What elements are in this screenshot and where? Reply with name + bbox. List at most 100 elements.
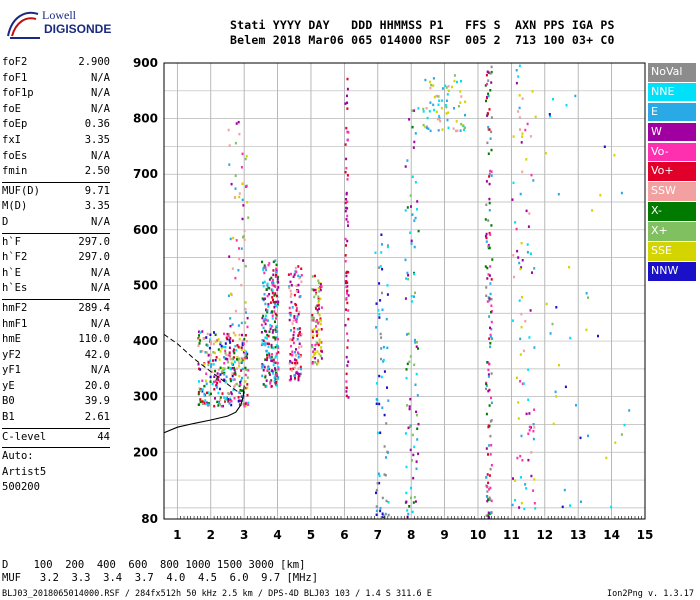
echo-point xyxy=(518,116,521,119)
echo-point xyxy=(411,213,414,216)
echo-point xyxy=(235,348,238,352)
echo-point xyxy=(275,314,278,317)
echo-point xyxy=(384,512,387,516)
param-row: h`F2 297.0 xyxy=(2,251,110,267)
echo-point xyxy=(484,265,487,268)
echo-point xyxy=(416,438,419,441)
echo-point xyxy=(270,325,273,328)
echo-point xyxy=(346,270,349,274)
echo-point xyxy=(459,129,462,132)
echo-point xyxy=(489,335,492,338)
param-value: 297.0 xyxy=(78,235,110,248)
echo-point xyxy=(266,282,269,285)
echo-point xyxy=(198,337,201,341)
echo-point xyxy=(312,316,315,320)
echo-point xyxy=(290,369,293,372)
echo-point xyxy=(345,191,348,195)
echo-point xyxy=(516,456,519,460)
echo-point xyxy=(346,77,349,81)
param-row: D N/A xyxy=(2,216,110,232)
echo-point xyxy=(375,488,378,492)
echo-point xyxy=(552,422,555,426)
echo-point xyxy=(486,96,488,100)
echo-point xyxy=(294,361,296,365)
echo-point xyxy=(244,264,247,268)
echo-point xyxy=(519,192,522,196)
echo-point xyxy=(485,73,488,77)
echo-point xyxy=(208,403,211,406)
echo-point xyxy=(233,384,236,387)
param-value: N/A xyxy=(91,71,110,84)
echo-point xyxy=(511,503,514,507)
echo-point xyxy=(232,236,235,240)
echo-point xyxy=(488,128,491,131)
echo-point xyxy=(272,300,275,304)
echo-point xyxy=(243,229,246,232)
echo-point xyxy=(238,365,241,368)
echo-point xyxy=(205,382,208,385)
echo-point xyxy=(245,355,248,358)
echo-point xyxy=(453,107,455,110)
echo-point xyxy=(238,357,241,360)
echo-point xyxy=(410,300,413,303)
echo-point xyxy=(293,273,296,276)
echo-point xyxy=(276,365,279,369)
echo-point xyxy=(407,512,410,516)
echo-point xyxy=(347,396,350,399)
echo-point xyxy=(210,363,213,366)
echo-point xyxy=(272,358,275,362)
echo-point xyxy=(209,353,212,357)
echo-point xyxy=(271,317,274,320)
echo-point xyxy=(221,370,224,373)
echo-point xyxy=(291,338,294,342)
echo-point xyxy=(261,342,264,345)
echo-point xyxy=(409,194,412,197)
echo-point xyxy=(527,398,530,401)
param-name: foE xyxy=(2,102,21,115)
echo-point xyxy=(297,289,300,292)
plot-grid xyxy=(164,62,646,519)
echo-point xyxy=(234,276,237,280)
echo-point xyxy=(489,342,492,345)
echo-point xyxy=(234,344,237,348)
echo-point xyxy=(381,496,384,500)
echo-point xyxy=(228,339,231,342)
echo-point xyxy=(415,460,418,463)
param-value: N/A xyxy=(91,266,110,279)
header-labels: Stati YYYY DAY DDD HHMMSS P1 FFS S AXN P… xyxy=(230,18,615,32)
echo-point xyxy=(297,313,300,316)
param-name: 500200 xyxy=(2,481,40,494)
echo-point xyxy=(318,307,320,310)
echo-point xyxy=(515,227,518,231)
echo-point xyxy=(487,453,489,456)
echo-point xyxy=(223,396,226,399)
echo-point xyxy=(222,368,225,372)
echo-point xyxy=(579,500,582,503)
x-tick-label: 9 xyxy=(440,528,448,542)
echo-point xyxy=(275,373,278,376)
legend-item: X- xyxy=(648,202,696,221)
echo-point xyxy=(242,259,245,262)
echo-point xyxy=(293,330,296,334)
echo-point xyxy=(385,499,388,503)
echo-point xyxy=(232,378,235,381)
echo-point xyxy=(412,476,415,480)
echo-point xyxy=(558,363,560,367)
echo-point xyxy=(511,198,514,201)
echo-point xyxy=(406,271,409,275)
echo-point xyxy=(268,353,271,356)
echo-point xyxy=(240,395,243,398)
echo-point xyxy=(295,318,298,321)
y-tick-label: 400 xyxy=(133,334,158,348)
echo-point xyxy=(405,465,408,469)
echo-point xyxy=(232,350,235,353)
echo-point xyxy=(437,129,440,132)
echo-point xyxy=(267,319,269,322)
echo-point xyxy=(404,258,407,262)
echo-point xyxy=(488,172,491,176)
echo-point xyxy=(199,398,202,401)
axis-ticks: 1 2 3 4 5 6 7 8 9 10 11 12 13 14 158020030040050060070… xyxy=(133,56,653,542)
echo-point xyxy=(409,397,412,401)
echo-point xyxy=(522,349,525,353)
echo-point xyxy=(517,256,520,259)
